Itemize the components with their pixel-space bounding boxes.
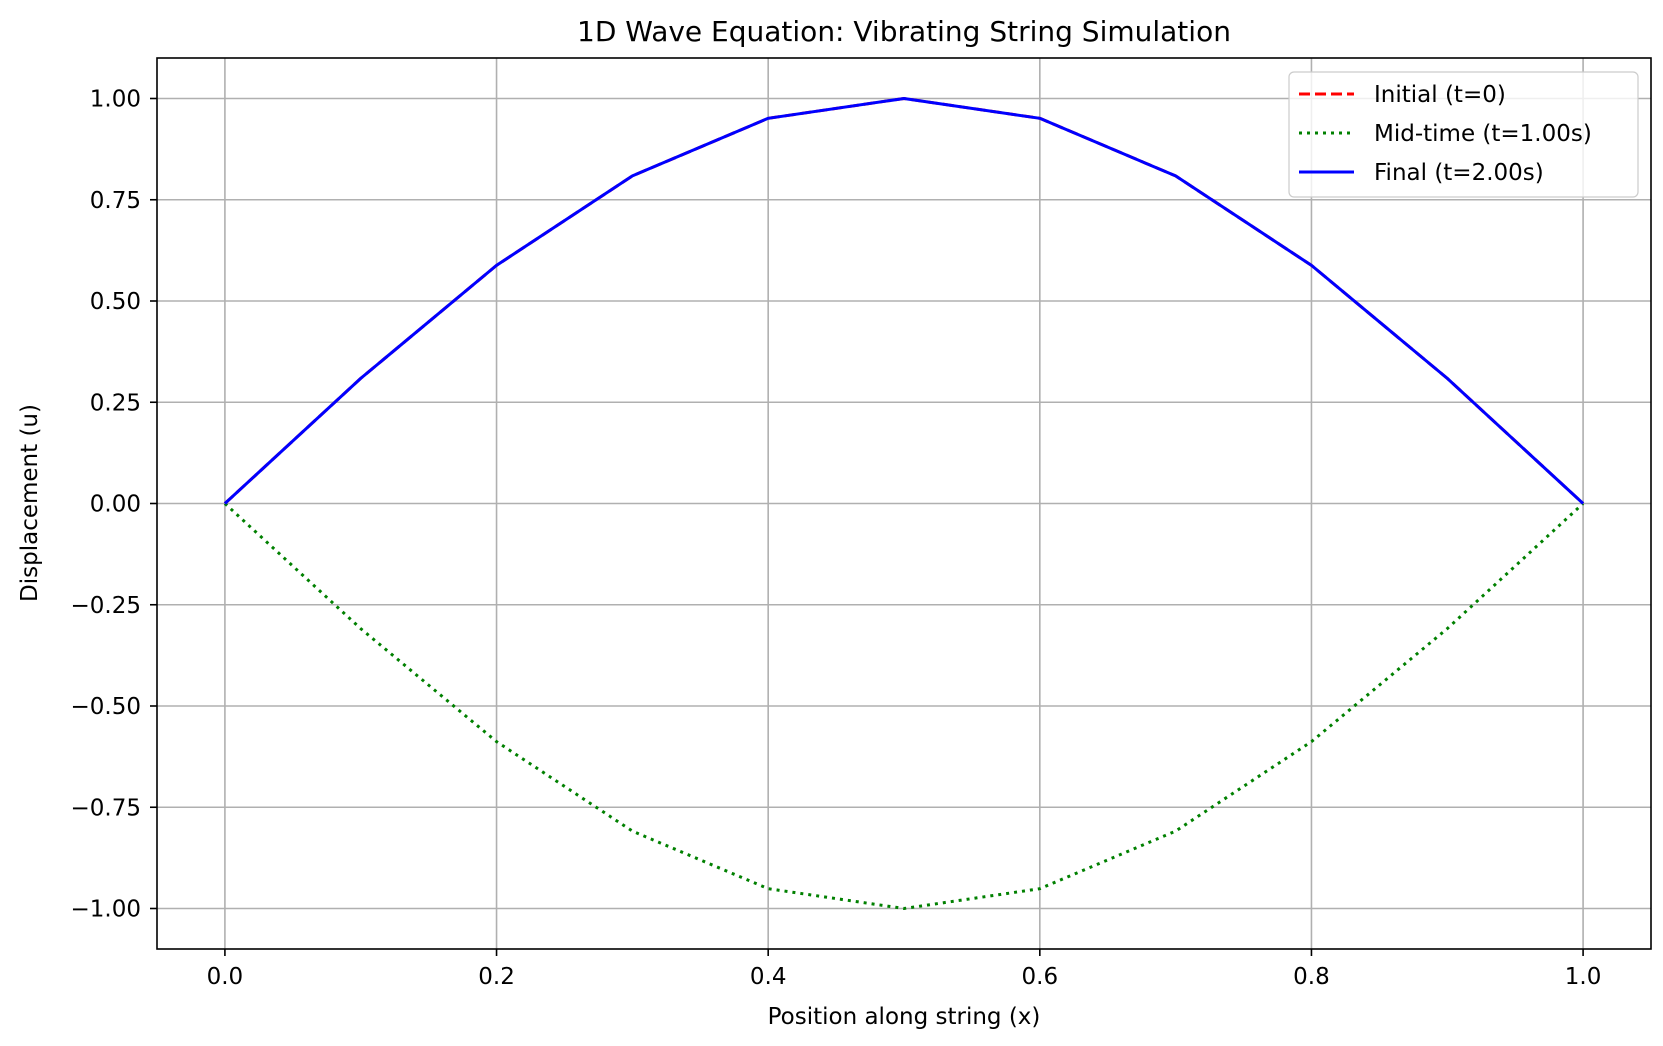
axis-ticks: 0.0 0.2 0.4 0.6 0.8 1.0 1.00 0.75 0.50 0.25 0.00 −0… — [71, 87, 1602, 991]
y-tick-label: −0.50 — [71, 694, 141, 720]
y-tick-label: 0.50 — [90, 289, 141, 315]
x-tick-label: 0.0 — [207, 964, 244, 990]
y-tick-label: 1.00 — [90, 87, 141, 113]
legend-label-mid-time: Mid-time (t=1.00s) — [1374, 121, 1592, 147]
legend-box — [1288, 71, 1639, 198]
legend-label-initial: Initial (t=0) — [1374, 82, 1506, 108]
series-lines — [223, 97, 1585, 910]
x-tick-label: 0.8 — [1293, 964, 1330, 990]
y-tick-label: −1.00 — [71, 897, 141, 923]
legend: Initial (t=0) Mid-time (t=1.00s) Final (… — [1288, 71, 1639, 198]
chart-title: 1D Wave Equation: Vibrating String Simul… — [577, 15, 1231, 48]
y-tick-label: −0.25 — [71, 593, 141, 619]
x-axis-label: Position along string (x) — [768, 1004, 1041, 1030]
y-tick-label: 0.25 — [90, 390, 141, 416]
legend-label-final: Final (t=2.00s) — [1374, 160, 1544, 186]
x-tick-label: 0.6 — [1022, 964, 1059, 990]
x-tick-label: 0.4 — [750, 964, 787, 990]
y-tick-label: −0.75 — [71, 795, 141, 821]
series-line-final — [223, 97, 1585, 505]
x-tick-label: 0.2 — [478, 964, 515, 990]
series-line-mid-time — [223, 502, 1585, 910]
y-tick-label: 0.75 — [90, 188, 141, 214]
x-tick-label: 1.0 — [1565, 964, 1602, 990]
y-tick-label: 0.00 — [90, 492, 141, 518]
y-axis-label: Displacement (u) — [17, 404, 43, 602]
